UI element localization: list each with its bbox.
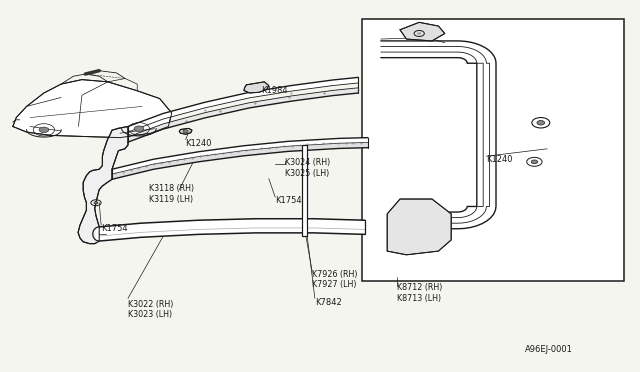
Text: K3118 (RH)
K3119 (LH): K3118 (RH) K3119 (LH) <box>149 185 195 204</box>
Polygon shape <box>244 82 269 93</box>
Text: A96EJ-0001: A96EJ-0001 <box>525 345 573 354</box>
Polygon shape <box>78 126 128 244</box>
Text: K1754: K1754 <box>275 196 302 205</box>
Polygon shape <box>302 145 307 236</box>
Circle shape <box>537 121 545 125</box>
Text: K7926 (RH)
K7927 (LH): K7926 (RH) K7927 (LH) <box>312 270 358 289</box>
Polygon shape <box>99 219 365 241</box>
Polygon shape <box>128 77 358 132</box>
Polygon shape <box>179 128 192 134</box>
Polygon shape <box>112 138 368 174</box>
Circle shape <box>417 32 421 35</box>
Text: K1240: K1240 <box>486 155 513 164</box>
Polygon shape <box>400 22 445 41</box>
Text: K1754: K1754 <box>101 224 128 233</box>
Circle shape <box>134 126 144 131</box>
Polygon shape <box>128 88 358 142</box>
Circle shape <box>94 202 98 204</box>
Text: K7842: K7842 <box>315 298 342 307</box>
Text: K3022 (RH)
K3023 (LH): K3022 (RH) K3023 (LH) <box>128 300 173 319</box>
Circle shape <box>39 127 49 132</box>
Text: K1240: K1240 <box>186 139 212 148</box>
Text: K8712 (RH)
K8713 (LH): K8712 (RH) K8713 (LH) <box>397 283 442 303</box>
Circle shape <box>531 160 538 164</box>
Circle shape <box>183 130 188 133</box>
Polygon shape <box>387 199 451 255</box>
Text: K3024 (RH)
K3025 (LH): K3024 (RH) K3025 (LH) <box>285 158 330 178</box>
Bar <box>362 19 624 281</box>
Text: K1984: K1984 <box>261 86 288 94</box>
Polygon shape <box>112 142 368 179</box>
Polygon shape <box>13 80 172 138</box>
